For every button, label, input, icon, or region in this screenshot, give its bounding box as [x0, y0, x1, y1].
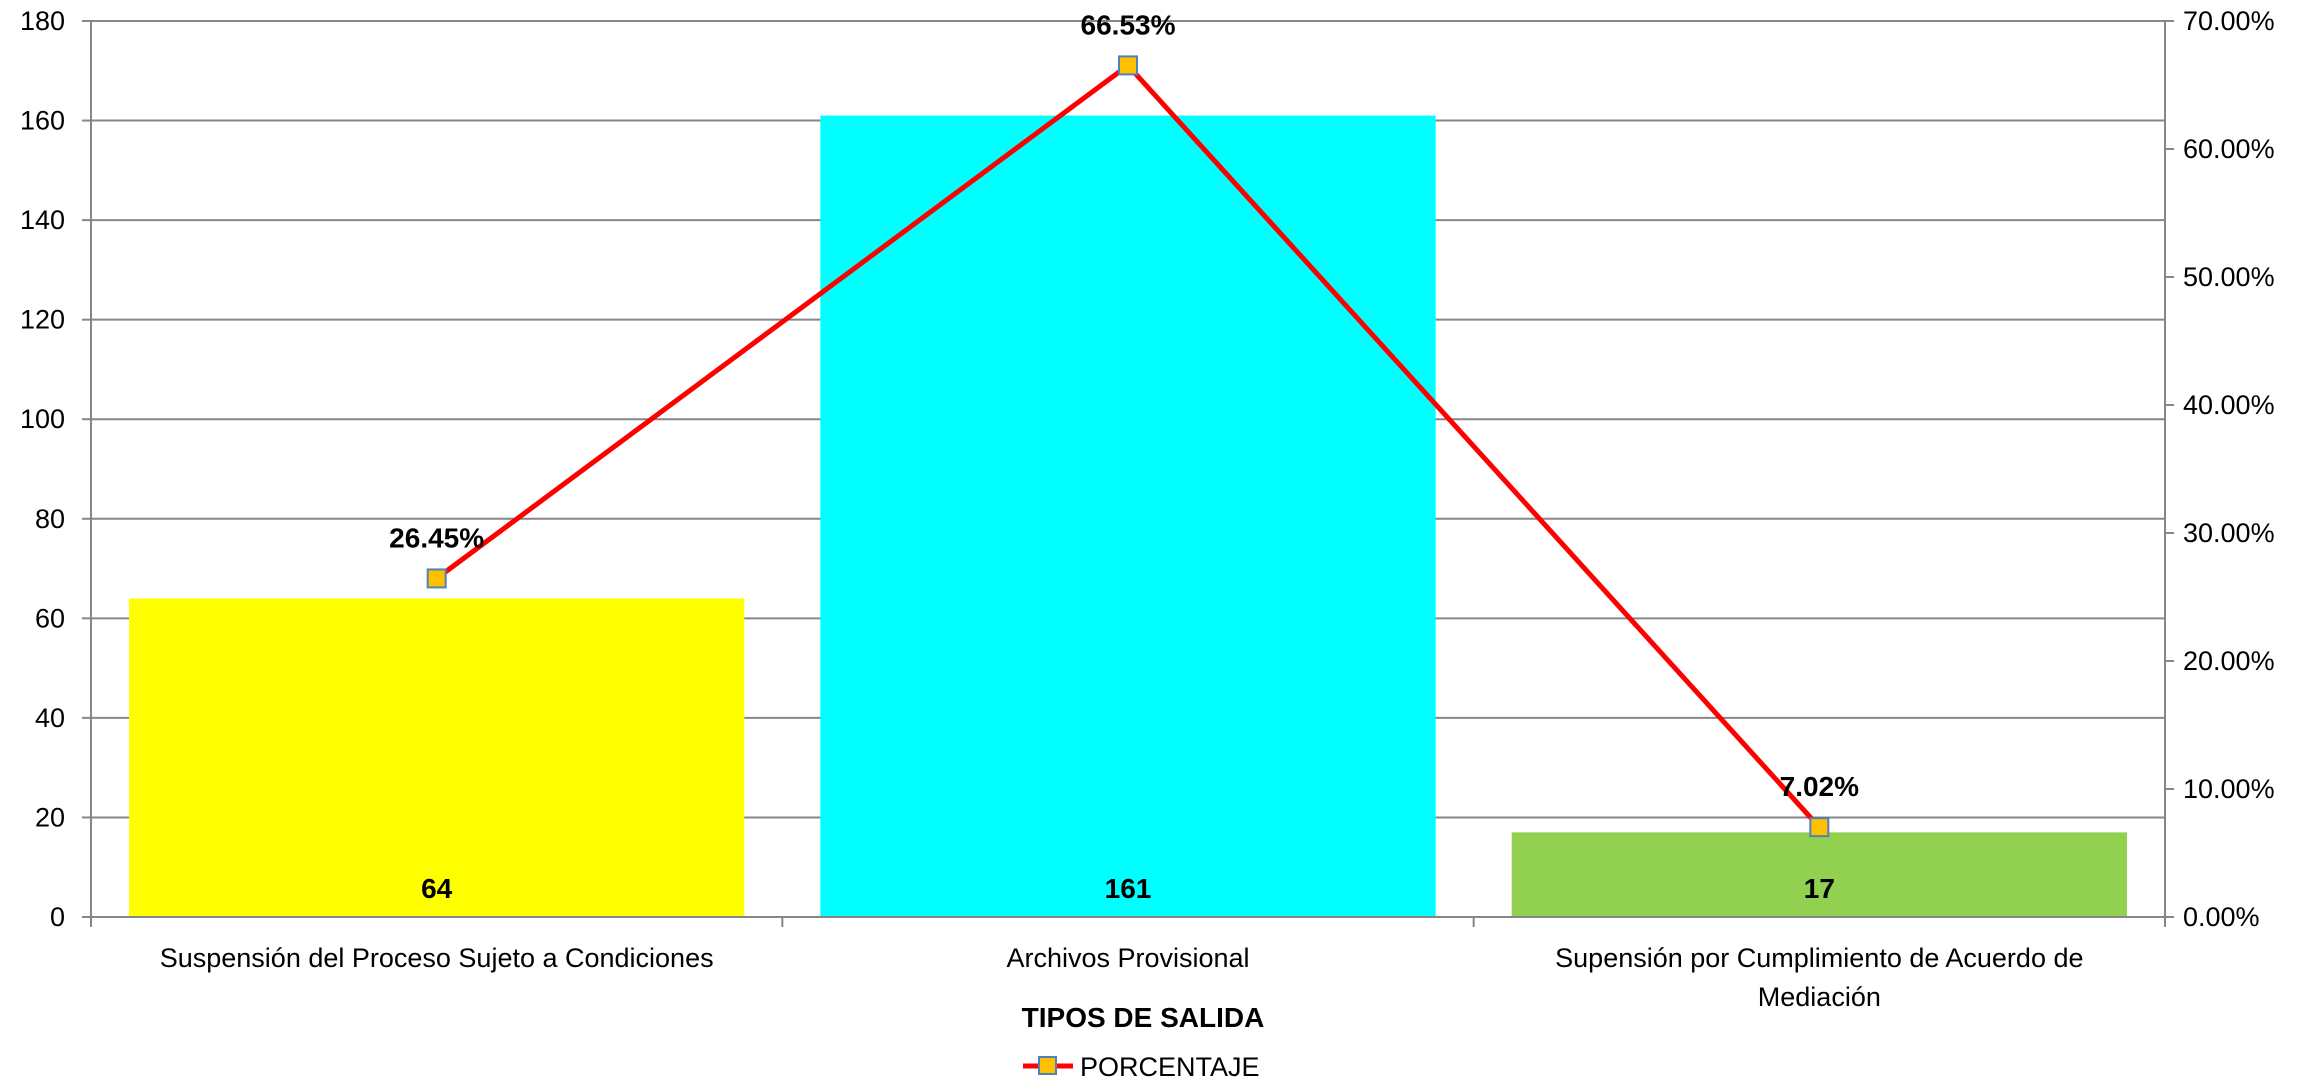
x-category-label-line: Mediación	[1758, 982, 1881, 1012]
y2-tick-label: 60.00%	[2183, 134, 2275, 164]
percentage-marker	[1809, 817, 1830, 838]
bar-value-label: 64	[421, 873, 453, 904]
y-tick-label: 60	[35, 603, 65, 633]
bar	[820, 115, 1436, 918]
y-tick-label: 40	[35, 703, 65, 733]
y-tick-label: 160	[20, 106, 65, 136]
legend: PORCENTAJE	[1023, 1052, 1260, 1078]
bar	[1511, 832, 2127, 917]
legend-marker-swatch	[1038, 1056, 1057, 1075]
percentage-value-label: 7.02%	[1780, 771, 1859, 802]
y2-tick-label: 10.00%	[2183, 774, 2275, 804]
y-tick-label: 20	[35, 802, 65, 832]
x-category-label: Supensión por Cumplimiento de Acuerdo de…	[1555, 943, 2083, 1012]
x-category-label: Suspensión del Proceso Sujeto a Condicio…	[160, 943, 714, 973]
y-tick-label: 120	[20, 305, 65, 335]
x-category-label: Archivos Provisional	[1006, 943, 1249, 973]
percentage-line-series	[426, 55, 1830, 838]
percentage-marker	[1118, 55, 1138, 76]
bar-value-label: 17	[1804, 873, 1835, 904]
x-category-label-line: Supensión por Cumplimiento de Acuerdo de	[1555, 943, 2083, 973]
y-tick-label: 180	[20, 6, 65, 36]
y2-tick-label: 50.00%	[2183, 262, 2275, 292]
bar-value-label: 161	[1105, 873, 1152, 904]
y-tick-label: 80	[35, 504, 65, 534]
y2-tick-label: 20.00%	[2183, 646, 2275, 676]
y2-tick-label: 40.00%	[2183, 390, 2275, 420]
data-labels: 64 161 17 26.45% 66.53% 7.02%	[389, 9, 1859, 904]
x-axis-title: TIPOS DE SALIDA	[1022, 1002, 1265, 1033]
x-category-label-line: Archivos Provisional	[1006, 943, 1249, 973]
bars	[129, 115, 2127, 918]
y-tick-label: 100	[20, 404, 65, 434]
y2-tick-label: 30.00%	[2183, 518, 2275, 548]
y-tick-label: 0	[50, 902, 65, 932]
percentage-value-label: 66.53%	[1081, 9, 1176, 40]
y2-tick-label: 0.00%	[2183, 902, 2260, 932]
x-category-label-line: Suspensión del Proceso Sujeto a Condicio…	[160, 943, 714, 973]
legend-label: PORCENTAJE	[1080, 1052, 1260, 1078]
y-tick-label: 140	[20, 205, 65, 235]
percentage-marker	[426, 568, 447, 589]
axes: 0 20 40 60 80 100 120 140 160 180 0.00% 10.00% 20.00…	[20, 6, 2275, 1012]
percentage-value-label: 26.45%	[389, 522, 484, 553]
y2-tick-label: 70.00%	[2183, 6, 2275, 36]
bar	[129, 598, 745, 917]
